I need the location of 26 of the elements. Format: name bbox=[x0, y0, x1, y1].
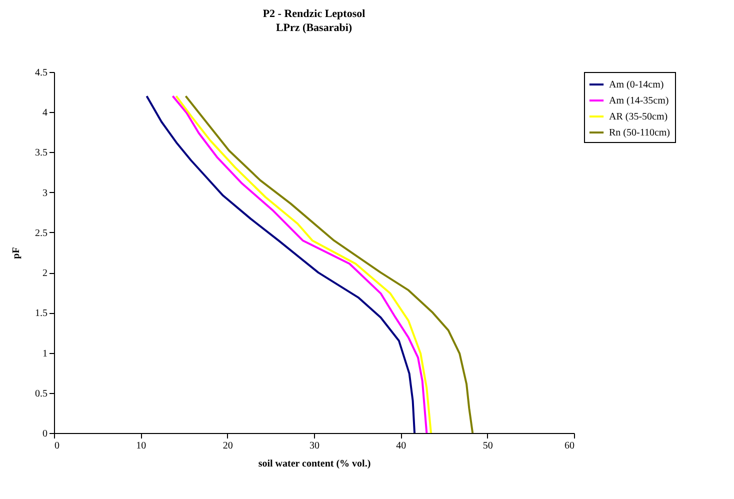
y-tick-label: 3 bbox=[42, 188, 48, 199]
x-tick-label: 20 bbox=[222, 440, 233, 452]
x-axis-title: soil water content (% vol.) bbox=[258, 458, 371, 470]
y-tick-label: 1 bbox=[42, 348, 48, 360]
y-tick-label: 0.5 bbox=[35, 388, 48, 400]
y-tick-label: 2 bbox=[42, 268, 48, 280]
y-tick-label: 4 bbox=[42, 108, 48, 119]
x-tick-label: 40 bbox=[396, 440, 406, 452]
legend-label: Am (0-14cm) bbox=[609, 80, 664, 90]
y-tick-label: 0 bbox=[42, 428, 48, 440]
legend-label: Rn (50-110cm) bbox=[609, 128, 670, 138]
legend-label: AR (35-50cm) bbox=[609, 112, 668, 122]
y-tick-label: 4.5 bbox=[35, 68, 48, 78]
y-axis-title: pF bbox=[11, 247, 22, 259]
x-tick-label: 30 bbox=[310, 440, 320, 452]
line-series bbox=[184, 95, 474, 434]
y-tick-label: 2.5 bbox=[35, 228, 48, 239]
y-tick-label: 1.5 bbox=[35, 308, 48, 320]
y-tick-label: 3.5 bbox=[35, 148, 48, 159]
x-tick-label: 0 bbox=[54, 440, 60, 452]
chart-title: P2 - Rendzic Leptosol bbox=[262, 8, 366, 20]
x-tick-label: 10 bbox=[136, 440, 146, 452]
legend-label: Am (14-35cm) bbox=[609, 96, 669, 106]
x-tick-label: 50 bbox=[482, 440, 493, 452]
x-tick-label: 60 bbox=[564, 440, 574, 452]
chart-subtitle: LPrz (Basarabi) bbox=[276, 22, 352, 34]
